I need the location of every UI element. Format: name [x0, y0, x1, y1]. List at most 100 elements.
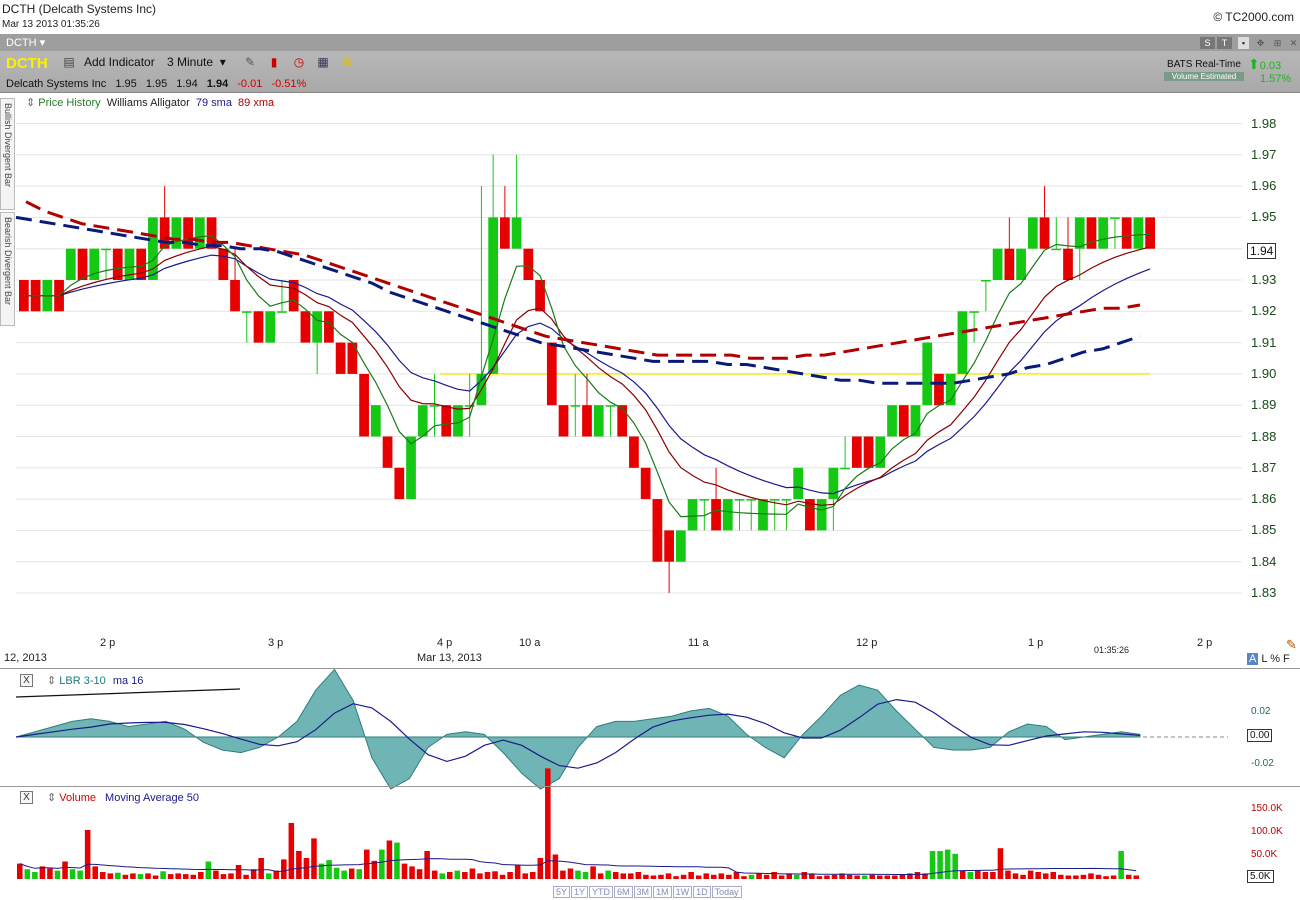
price-tick: 1.95 — [1251, 209, 1277, 225]
period-button-6m[interactable]: 6M — [614, 886, 633, 898]
legend-moving-average[interactable]: Moving Average 50 — [105, 792, 200, 804]
add-indicator-button[interactable]: Add Indicator — [84, 55, 155, 69]
print-icon[interactable]: ▤ — [63, 55, 75, 69]
price-bar — [523, 248, 534, 280]
legend-williams-alligator[interactable]: Williams Alligator — [106, 97, 190, 109]
close-lbr-panel-button[interactable]: X — [20, 674, 33, 687]
volume-bar — [401, 863, 408, 879]
period-button-1m[interactable]: 1M — [653, 886, 672, 898]
legend-move-icon[interactable]: ⇕ — [47, 792, 57, 804]
legend-lbr[interactable]: LBR 3-10 — [59, 675, 106, 687]
divergent-bar-tabs: Bullish Divergent Bar Bearish Divergent … — [0, 96, 16, 326]
price-bar — [1027, 217, 1038, 249]
feed-change-value: 0.03 — [1259, 60, 1282, 72]
volume-bar — [371, 860, 378, 879]
close-window-icon[interactable]: ✕ — [1289, 38, 1298, 48]
quote-line: Delcath Systems Inc 1.95 1.95 1.94 1.94 … — [6, 78, 312, 90]
volume-bar — [492, 871, 498, 879]
period-button-3m[interactable]: 3M — [633, 886, 653, 898]
scale-percent[interactable]: % — [1270, 653, 1280, 665]
volume-bar — [54, 870, 61, 879]
volume-bar — [145, 873, 151, 879]
legend-move-icon[interactable]: ⇕ — [47, 675, 57, 687]
interval-dropdown[interactable]: 3 Minute ▾ — [167, 55, 226, 69]
period-button-1w[interactable]: 1W — [672, 886, 693, 898]
pin-icon[interactable]: ⊞ — [1273, 38, 1282, 48]
volume-bar — [469, 868, 476, 879]
sma79-line — [15, 215, 1141, 385]
scale-auto[interactable]: A — [1247, 653, 1259, 665]
price-bar — [910, 405, 921, 437]
draw-pencil-icon[interactable]: ✎ — [1286, 637, 1297, 652]
price-tick: 1.96 — [1251, 178, 1277, 194]
price-bar — [875, 436, 886, 468]
volume-bar — [190, 874, 197, 879]
volume-bar — [394, 842, 400, 879]
volume-bar — [922, 873, 928, 879]
volume-bar — [228, 873, 234, 879]
chart-type-icon[interactable]: ▮ — [270, 55, 278, 69]
quote-change-pct: -0.51% — [271, 78, 307, 90]
volume-bar — [122, 874, 129, 879]
volume-bar — [115, 872, 121, 879]
price-tick: 1.87 — [1251, 459, 1277, 475]
symbol-dropdown[interactable]: DCTH ▾ — [6, 37, 46, 49]
legend-volume[interactable]: Volume — [59, 792, 96, 804]
period-button-today[interactable]: Today — [711, 886, 742, 898]
volume-bar — [1088, 873, 1094, 879]
price-bar — [934, 373, 944, 406]
volume-bar — [409, 866, 415, 879]
period-button-1d[interactable]: 1D — [693, 886, 711, 898]
price-bar — [746, 499, 757, 501]
scale-fixed[interactable]: F — [1283, 653, 1290, 665]
volume-bar — [967, 872, 974, 879]
legend-move-icon[interactable]: ⇕ — [26, 97, 36, 109]
volume-bar — [612, 872, 619, 879]
volume-bar — [99, 872, 106, 879]
price-bar — [887, 405, 897, 437]
legend-ma16[interactable]: ma 16 — [112, 675, 144, 687]
price-bar — [500, 217, 510, 249]
clock-label: 01:35:26 — [1094, 645, 1130, 655]
volume-bar — [899, 874, 906, 879]
period-button-5y[interactable]: 5Y — [553, 886, 571, 898]
volume-bar — [288, 823, 295, 879]
volume-bar — [1005, 870, 1011, 879]
volume-bar — [1027, 870, 1034, 879]
volume-bar — [235, 865, 242, 879]
price-bar — [711, 499, 721, 531]
price-tick: 1.90 — [1251, 365, 1277, 381]
price-bar — [758, 499, 768, 531]
window-s-button[interactable]: S — [1200, 37, 1215, 49]
bullish-divergent-tab[interactable]: Bullish Divergent Bar — [0, 98, 15, 210]
window-t-button[interactable]: T — [1217, 37, 1232, 49]
close-volume-panel-button[interactable]: X — [20, 791, 33, 804]
legend-price-history[interactable]: Price History — [38, 97, 101, 109]
volume-bar — [575, 870, 581, 879]
save-icon[interactable]: ▪ — [1238, 37, 1249, 49]
legend-79-sma[interactable]: 79 sma — [195, 97, 232, 109]
volume-bar — [77, 870, 83, 879]
period-button-1y[interactable]: 1Y — [571, 886, 589, 898]
scale-log[interactable]: L — [1261, 653, 1268, 665]
period-button-ytd[interactable]: YTD — [589, 886, 614, 898]
move-icon[interactable]: ✥ — [1256, 38, 1265, 48]
chart-toolbar: DCTH ▾ S T ▪ ✥ ⊞ ✕ DCTH ▤ Add Indicator … — [0, 34, 1300, 93]
quote-low: 1.94 — [176, 78, 198, 90]
volume-bar — [499, 874, 506, 879]
price-tick: 1.85 — [1251, 522, 1277, 538]
price-bar — [171, 217, 182, 249]
price-bar — [19, 280, 29, 312]
price-bar — [816, 499, 827, 531]
drawing-tools-icon[interactable]: ✎ — [244, 55, 256, 69]
price-bar — [136, 248, 147, 280]
volume-bar — [1058, 874, 1064, 879]
alarm-clock-icon[interactable]: ◷ — [293, 55, 305, 69]
volume-bar — [990, 872, 996, 879]
legend-89-xma[interactable]: 89 xma — [238, 97, 275, 109]
bearish-divergent-tab[interactable]: Bearish Divergent Bar — [0, 212, 15, 326]
active-symbol[interactable]: DCTH — [6, 55, 48, 72]
notes-icon[interactable]: ✉ — [341, 55, 353, 69]
layout-icon[interactable]: ▦ — [317, 55, 329, 69]
